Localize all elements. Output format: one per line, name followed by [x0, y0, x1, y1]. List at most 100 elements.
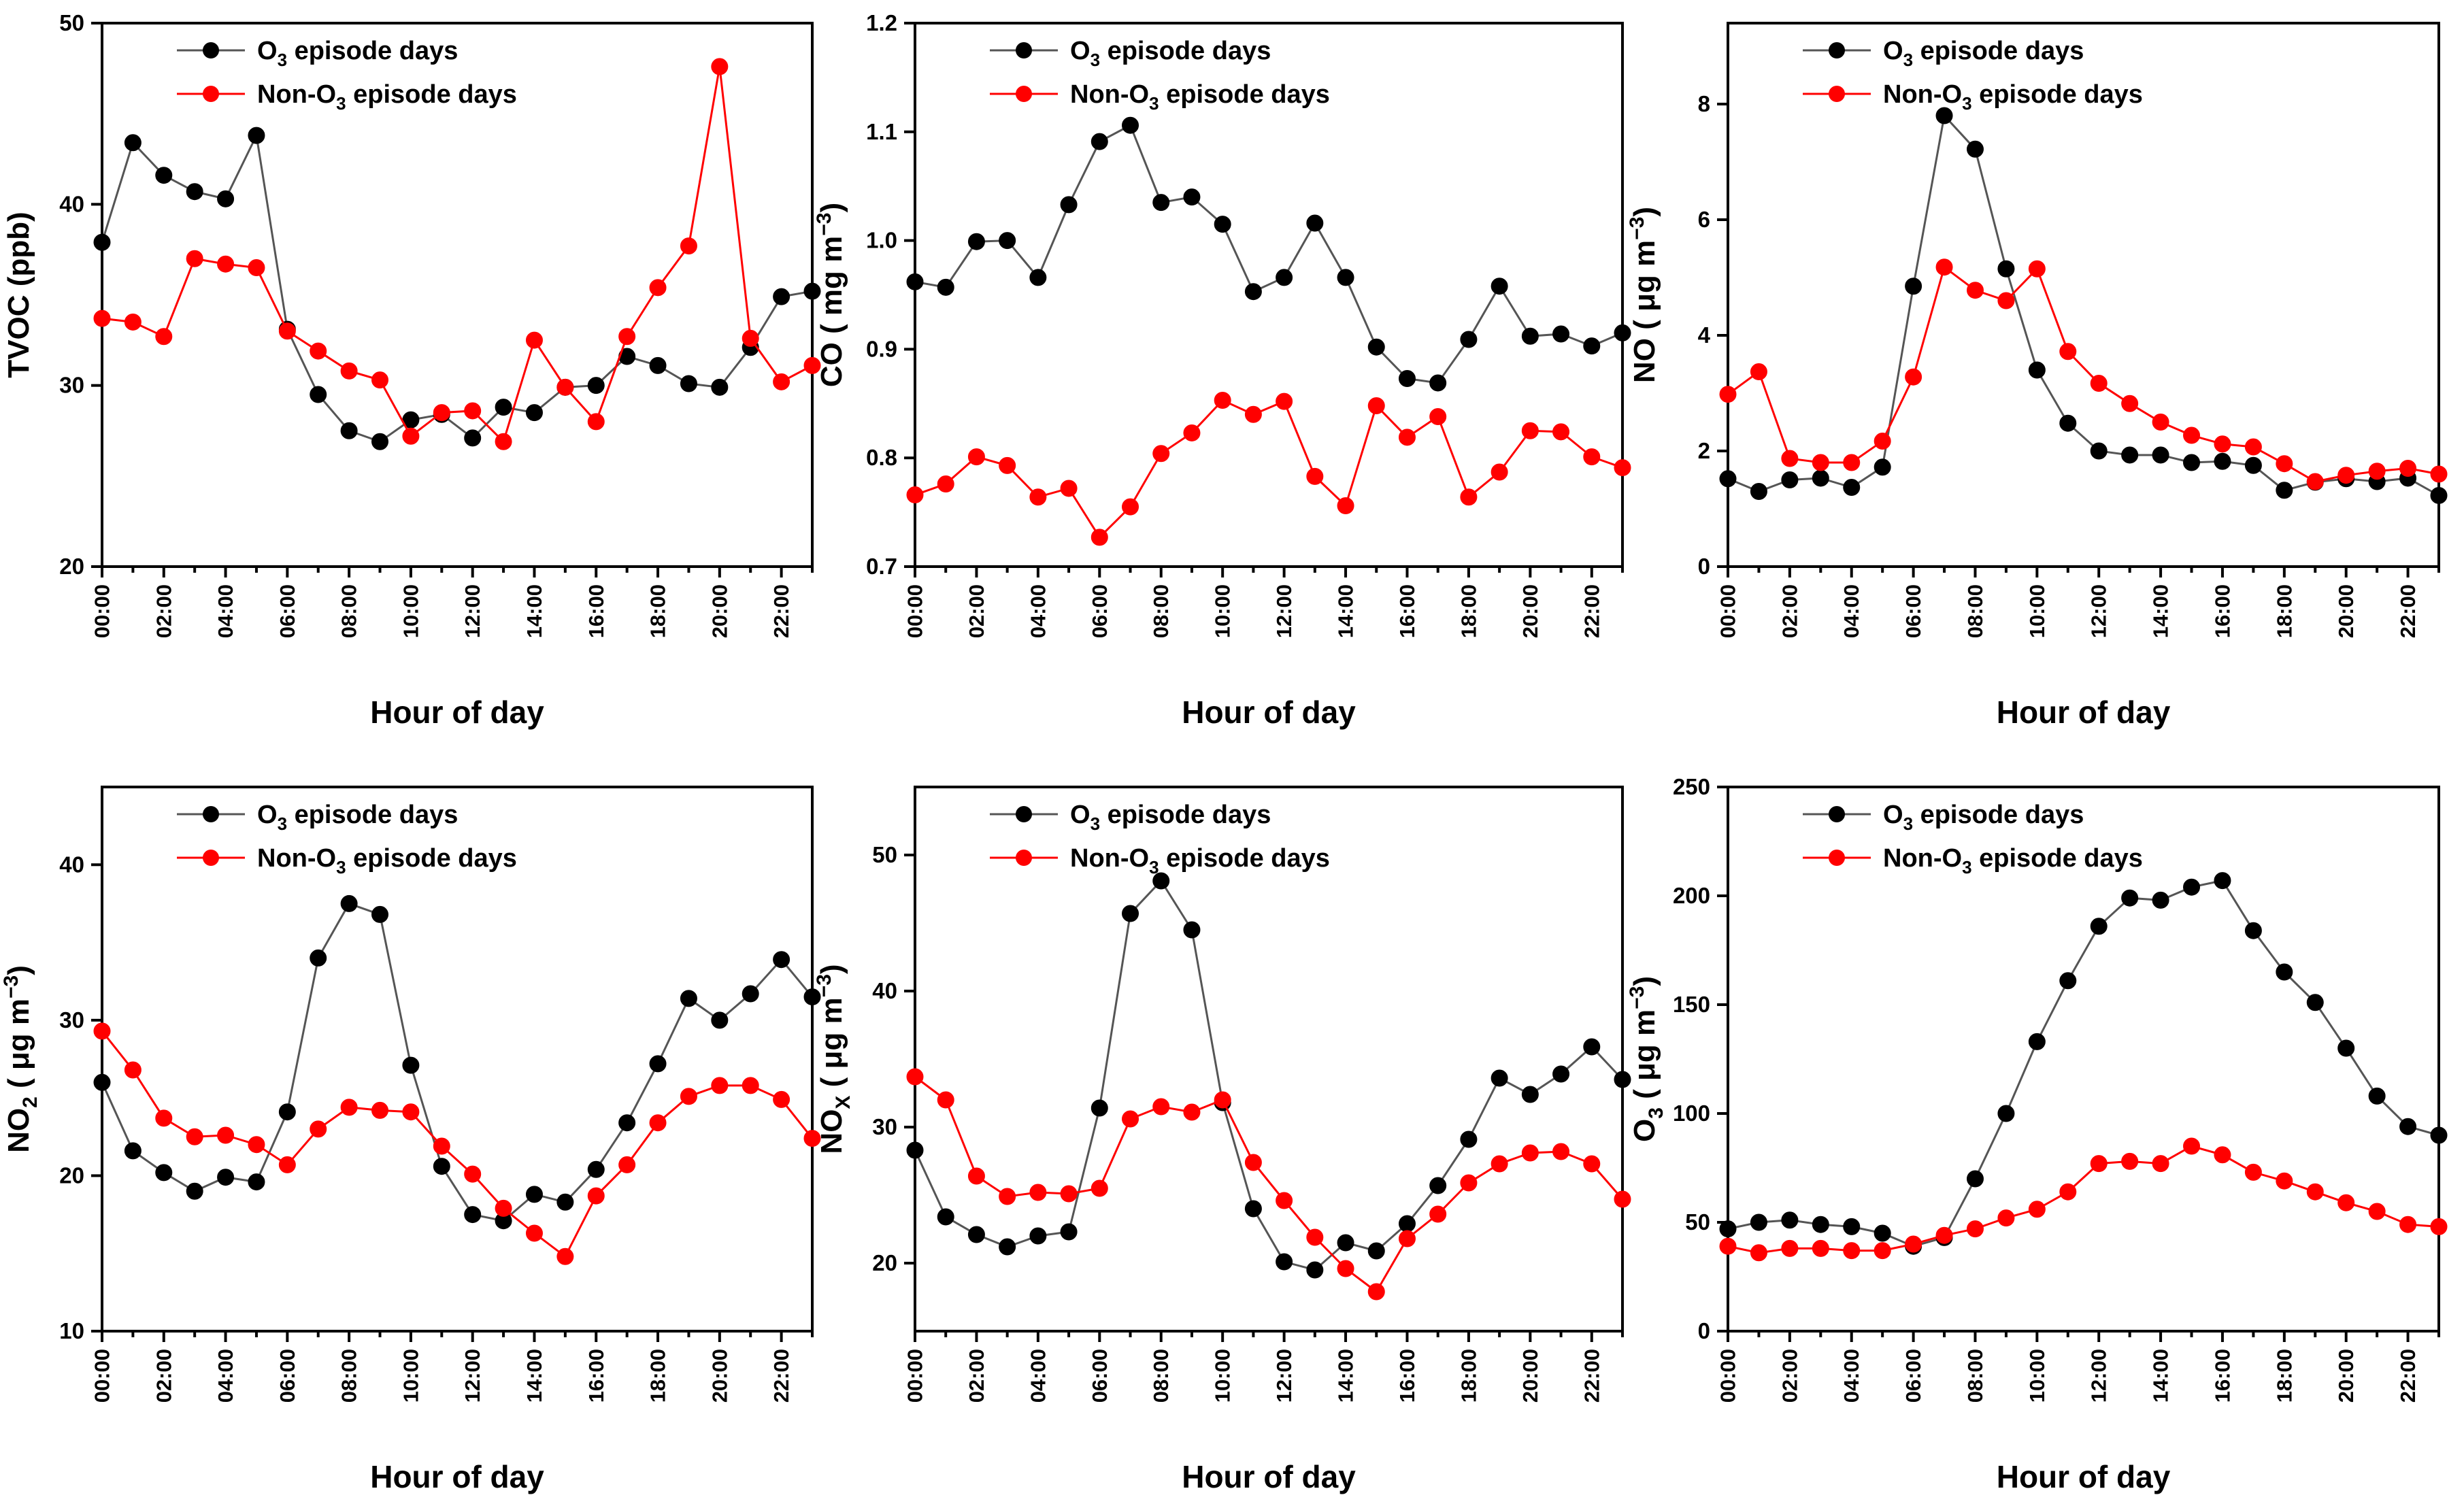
- y-axis-title: TVOC (ppb): [2, 212, 35, 378]
- data-point: [556, 1247, 574, 1265]
- data-point: [1719, 386, 1737, 403]
- y-tick-label: 0.9: [866, 336, 897, 361]
- data-point: [2183, 426, 2201, 444]
- series-non-o3-episode: [1719, 258, 2448, 490]
- y-axis-title-sup: −3: [1626, 217, 1648, 240]
- x-tick-label: 20:00: [2334, 584, 2358, 638]
- legend-label-sub: 3: [1962, 93, 1971, 114]
- data-point: [2121, 1152, 2139, 1170]
- x-tick-label: 18:00: [1456, 1349, 1480, 1403]
- data-point: [1491, 1069, 1508, 1087]
- data-point: [1750, 1244, 1767, 1262]
- y-tick-label: 50: [872, 842, 897, 867]
- legend-label: O3 episode days: [257, 37, 458, 70]
- x-tick-label: 22:00: [769, 1349, 793, 1403]
- data-point: [2430, 486, 2448, 504]
- legend-entry: Non-O3 episode days: [990, 80, 1330, 114]
- legend-label-sub: 3: [278, 814, 287, 834]
- data-point: [93, 309, 111, 327]
- data-point: [1966, 282, 1984, 299]
- data-point: [1491, 1155, 1508, 1173]
- legend-label: O3 episode days: [1883, 37, 2084, 70]
- y-tick-label: 150: [1673, 992, 1710, 1017]
- y-tick-label: 30: [872, 1114, 897, 1139]
- data-point: [525, 404, 543, 422]
- y-axis-title: NO ( μg m−3): [1626, 207, 1661, 383]
- data-point: [1398, 1230, 1416, 1247]
- data-point: [1935, 1226, 1953, 1244]
- legend-label-sub: 3: [1149, 857, 1159, 877]
- data-point: [2028, 1033, 2046, 1050]
- data-point: [1750, 363, 1767, 381]
- data-point: [1905, 278, 1922, 295]
- x-tick-label: 08:00: [1149, 584, 1173, 638]
- series-non-o3-episode: [93, 58, 821, 450]
- data-point: [1521, 327, 1539, 345]
- y-axis-title-sub: 2: [19, 1096, 41, 1108]
- legend-marker: [1829, 806, 1845, 822]
- series-o3-episode: [906, 116, 1631, 392]
- data-point: [1029, 488, 1047, 506]
- data-point: [93, 1022, 111, 1040]
- series-line: [914, 879, 1624, 1271]
- data-point: [1905, 1235, 1922, 1253]
- data-point: [340, 1099, 358, 1116]
- data-point: [1091, 1099, 1108, 1117]
- data-point: [1750, 483, 1767, 500]
- data-point: [248, 259, 265, 277]
- data-point: [433, 1137, 450, 1155]
- data-point: [1583, 337, 1601, 355]
- data-point: [1029, 1184, 1047, 1201]
- x-tick-label: 02:00: [152, 584, 176, 638]
- legend-label-pre: O: [1883, 37, 1903, 65]
- data-point: [1152, 194, 1170, 212]
- data-point: [1122, 498, 1139, 516]
- data-point: [1029, 269, 1047, 286]
- data-point: [1614, 324, 1631, 341]
- data-point: [937, 475, 954, 493]
- data-point: [2368, 1087, 2386, 1105]
- series-line: [914, 1075, 1624, 1294]
- data-point: [1614, 1190, 1631, 1208]
- data-point: [1429, 374, 1447, 392]
- legend-marker: [1829, 86, 1845, 102]
- data-point: [278, 1156, 296, 1173]
- data-point: [1966, 140, 1984, 158]
- data-point: [2244, 922, 2262, 939]
- legend-label-post: episode days: [1913, 37, 2084, 65]
- data-point: [1214, 1091, 1231, 1109]
- series-non-o3-episode: [93, 1022, 821, 1265]
- x-tick-label: 04:00: [1026, 1349, 1050, 1403]
- data-point: [618, 1156, 636, 1173]
- x-tick-label: 12:00: [2087, 584, 2111, 638]
- series-line: [101, 132, 813, 443]
- data-point: [340, 422, 358, 439]
- y-tick-label: 20: [872, 1250, 897, 1275]
- data-point: [1781, 1239, 1799, 1257]
- legend-label-sub: 3: [1962, 857, 1971, 877]
- legend-label-sub: 3: [1903, 814, 1913, 834]
- data-point: [186, 250, 203, 267]
- data-point: [742, 985, 759, 1003]
- legend-marker: [203, 42, 219, 58]
- data-point: [525, 1224, 543, 1242]
- data-point: [2028, 260, 2046, 278]
- data-point: [2183, 1137, 2201, 1155]
- data-point: [999, 456, 1016, 474]
- legend-entry: Non-O3 episode days: [177, 80, 517, 114]
- data-point: [1122, 905, 1139, 922]
- data-point: [967, 233, 985, 250]
- y-axis-title-sup: −3: [0, 975, 22, 999]
- x-tick-label: 06:00: [276, 1349, 299, 1403]
- data-point: [1398, 1215, 1416, 1233]
- legend-marker: [1016, 42, 1032, 58]
- series-non-o3-episode: [1719, 1137, 2448, 1262]
- data-point: [2090, 442, 2108, 460]
- data-point: [1060, 1223, 1078, 1241]
- legend-marker: [1829, 850, 1845, 866]
- data-point: [2152, 446, 2169, 464]
- x-tick-label: 18:00: [1456, 584, 1480, 638]
- y-axis-title-tail: ): [2, 965, 35, 975]
- y-axis-title: NO2 ( μg m−3): [0, 965, 41, 1153]
- data-point: [1429, 1177, 1447, 1194]
